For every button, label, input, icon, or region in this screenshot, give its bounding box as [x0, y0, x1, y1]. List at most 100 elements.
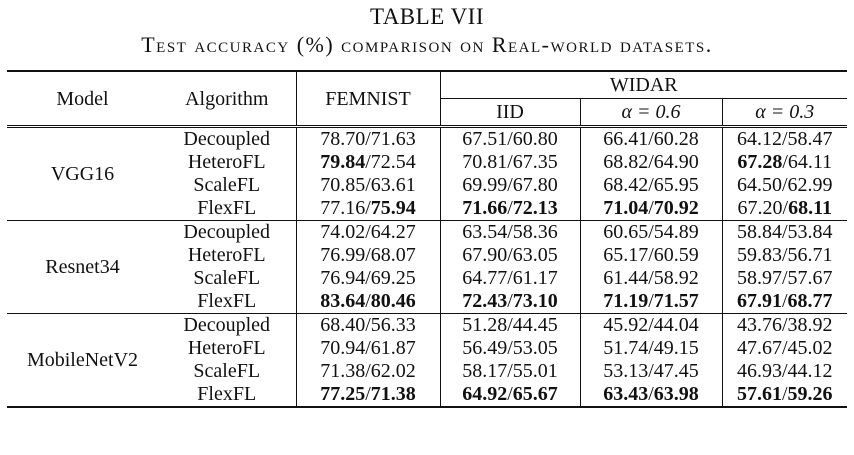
table-row: ScaleFL 70.85/63.61 69.99/67.80 68.42/65.95…	[7, 174, 847, 197]
cell-iid: 71.66/72.13	[440, 197, 581, 221]
model-name: MobileNetV2	[7, 313, 158, 408]
table-row: FlexFL 77.16/75.94 71.66/72.13 71.04/70.92 6…	[7, 197, 847, 221]
cell-a06: 68.42/65.95	[580, 174, 723, 197]
value-secondary: 44.45	[512, 314, 558, 336]
value-primary: 71.38	[320, 360, 366, 382]
value-primary: 57.61	[736, 383, 782, 405]
value-secondary: 38.92	[787, 314, 833, 336]
algorithm-name: FlexFL	[158, 383, 297, 408]
value-primary: 63.54	[462, 221, 508, 243]
header-alpha-0-6: α = 0.6	[580, 98, 723, 127]
cell-iid: 56.49/53.05	[440, 337, 581, 360]
value-secondary: 65.67	[512, 383, 558, 405]
cell-iid: 58.17/55.01	[440, 360, 581, 383]
header-model: Model	[7, 70, 158, 127]
value-secondary: 58.47	[787, 128, 833, 150]
cell-a03: 47.67/45.02	[736, 337, 833, 359]
value-primary: 58.97	[736, 267, 782, 289]
algorithm-name: Decoupled	[158, 125, 297, 151]
algorithm-name: ScaleFL	[158, 174, 297, 197]
model-name: Resnet34	[7, 220, 158, 314]
value-secondary: 80.46	[370, 290, 416, 312]
algorithm-name: FlexFL	[158, 197, 297, 221]
value-secondary: 54.89	[653, 221, 699, 243]
algorithm-name: ScaleFL	[158, 360, 297, 383]
value-secondary: 64.90	[653, 151, 699, 173]
cell-iid: 51.28/44.45	[440, 313, 581, 337]
value-primary: 66.41	[603, 128, 649, 150]
value-secondary: 73.10	[512, 290, 558, 312]
value-primary: 68.82	[603, 151, 649, 173]
cell-a06: 60.65/54.89	[580, 220, 723, 244]
cell-a03: 64.12/58.47	[722, 125, 848, 151]
header-algorithm: Algorithm	[158, 70, 297, 127]
value-primary: 77.16	[320, 197, 366, 219]
table-row: VGG16 Decoupled 78.70/71.63 67.51/60.80 66.4…	[7, 125, 848, 221]
value-primary: 68.40	[320, 314, 366, 336]
cell-femnist: 83.64/80.46	[296, 290, 441, 314]
value-secondary: 59.26	[787, 383, 833, 405]
cell-a06: 53.13/47.45	[580, 360, 723, 383]
value-secondary: 65.95	[653, 174, 699, 196]
header-femnist: FEMNIST	[296, 70, 441, 127]
value-secondary: 56.71	[787, 244, 833, 266]
value-primary: 79.84	[320, 151, 366, 173]
value-secondary: 67.35	[512, 151, 558, 173]
value-secondary: 71.38	[370, 383, 416, 405]
value-primary: 64.12	[736, 128, 782, 150]
value-primary: 43.76	[736, 314, 782, 336]
header-widar: WIDAR	[440, 70, 848, 99]
value-primary: 64.92	[462, 383, 508, 405]
value-secondary: 47.45	[653, 360, 699, 382]
value-secondary: 60.59	[653, 244, 699, 266]
value-primary: 70.81	[462, 151, 508, 173]
table-number: TABLE VII	[369, 4, 485, 29]
value-secondary: 60.28	[653, 128, 699, 150]
cell-iid: 72.43/73.10	[440, 290, 581, 314]
cell-a06: 66.41/60.28	[580, 125, 723, 151]
table-row: HeteroFL 79.84/72.54 70.81/67.35 68.82/64.9…	[7, 151, 847, 174]
value-primary: 76.94	[320, 267, 366, 289]
table-row: Resnet34 Decoupled 74.02/64.27 63.54/58.36 6…	[7, 220, 848, 314]
value-secondary: 61.17	[512, 267, 558, 289]
value-secondary: 68.07	[370, 244, 416, 266]
value-primary: 63.43	[603, 383, 649, 405]
model-name: VGG16	[7, 125, 158, 221]
cell-a06: 45.92/44.04	[580, 313, 723, 337]
cell-a03: 58.84/53.84	[722, 220, 848, 244]
cell-a03: 43.76/38.92	[722, 313, 848, 337]
value-primary: 70.85	[320, 174, 366, 196]
algorithm-name: FlexFL	[158, 290, 297, 314]
value-primary: 71.19	[603, 290, 649, 312]
value-secondary: 63.05	[512, 244, 558, 266]
table-caption: Test accuracy (%) comparison on Real-wor…	[0, 32, 854, 58]
value-primary: 51.28	[462, 314, 508, 336]
value-primary: 58.17	[462, 360, 508, 382]
cell-a03: 59.83/56.71	[736, 244, 833, 266]
cell-a03: 67.28/64.11	[737, 151, 833, 173]
cell-femnist: 77.25/71.38	[296, 383, 441, 408]
value-primary: 71.04	[603, 197, 649, 219]
value-secondary: 44.12	[787, 360, 833, 382]
cell-iid: 69.99/67.80	[440, 174, 581, 197]
value-primary: 67.20	[737, 197, 783, 219]
value-secondary: 55.01	[512, 360, 558, 382]
cell-femnist: 68.40/56.33	[296, 313, 441, 337]
table-body: VGG16 Decoupled 78.70/71.63 67.51/60.80 66.4…	[7, 125, 848, 408]
header-alpha-0-3: α = 0.3	[755, 101, 815, 123]
algorithm-name: Decoupled	[158, 313, 297, 337]
value-secondary: 57.67	[787, 267, 833, 289]
value-secondary: 64.11	[787, 151, 833, 173]
value-primary: 70.94	[320, 337, 366, 359]
caption-part-2: (%)	[296, 32, 335, 57]
value-primary: 61.44	[603, 267, 649, 289]
cell-iid: 70.81/67.35	[440, 151, 581, 174]
cell-iid: 64.77/61.17	[440, 267, 581, 290]
value-primary: 76.99	[320, 244, 366, 266]
algorithm-name: Decoupled	[158, 220, 297, 244]
value-secondary: 60.80	[512, 128, 558, 150]
value-primary: 51.74	[603, 337, 649, 359]
cell-a06: 65.17/60.59	[580, 244, 723, 267]
value-secondary: 62.99	[787, 174, 833, 196]
cell-iid: 64.92/65.67	[440, 383, 581, 408]
